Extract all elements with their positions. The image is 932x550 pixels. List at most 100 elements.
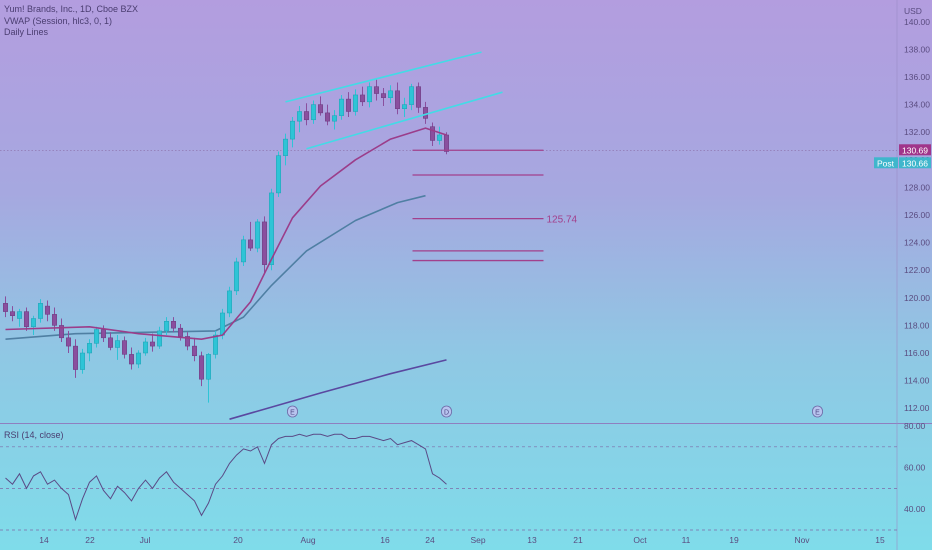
candle-body <box>220 312 225 336</box>
candle-body <box>45 305 50 315</box>
candle-body <box>129 354 134 365</box>
x-tick-label: Jul <box>140 535 151 545</box>
candle-body <box>164 321 169 332</box>
candle-body <box>325 112 330 122</box>
candle-body <box>332 115 337 122</box>
x-tick-label: 13 <box>527 535 537 545</box>
chart-legend: Yum! Brands, Inc., 1D, Cboe BZX VWAP (Se… <box>4 4 138 39</box>
y-tick-label: 122.00 <box>904 265 930 275</box>
y-tick-label: 116.00 <box>904 348 930 358</box>
candle-body <box>157 330 162 347</box>
candle-body <box>353 94 358 112</box>
rsi-tick-label: 80.00 <box>904 421 926 431</box>
post-price-label: 130.66 <box>902 158 928 168</box>
y-tick-label: 112.00 <box>904 403 930 413</box>
y-tick-label: 120.00 <box>904 293 930 303</box>
legend-symbol: Yum! Brands, Inc., 1D, Cboe BZX <box>4 4 139 14</box>
y-tick-label: 138.00 <box>904 44 930 54</box>
y-tick-label: 114.00 <box>904 376 930 386</box>
last-price-tag <box>899 144 931 156</box>
ma-long-line <box>229 359 447 420</box>
candle-body <box>87 343 92 354</box>
candle-body <box>283 138 288 156</box>
x-tick-label: 24 <box>425 535 435 545</box>
level-label: 125.74 <box>547 215 578 226</box>
candle-body <box>367 86 372 103</box>
candle-body <box>255 221 260 249</box>
candle-body <box>80 352 85 370</box>
post-label: Post <box>877 158 895 168</box>
x-tick-label: 19 <box>729 535 739 545</box>
candle-body <box>136 352 141 365</box>
legend-vwap: VWAP (Session, hlc3, 0, 1) <box>4 15 113 26</box>
candle-body <box>290 120 295 140</box>
x-tick-label: Aug <box>300 535 315 545</box>
x-tick-label: 11 <box>682 535 691 545</box>
candle-body <box>423 107 428 119</box>
channel-line <box>285 51 482 103</box>
x-tick-label: Oct <box>633 535 647 545</box>
candle-body <box>374 86 379 94</box>
candle-body <box>241 239 246 263</box>
candle-body <box>178 327 183 337</box>
candle-body <box>339 98 344 116</box>
ma-fast-line <box>5 127 447 341</box>
y-tick-label: 140.00 <box>904 17 930 27</box>
candle-body <box>38 303 43 319</box>
ma-slow-line <box>5 194 426 340</box>
candle-body <box>101 329 106 339</box>
candle-body <box>444 134 449 152</box>
y-tick-label: 136.00 <box>904 72 930 82</box>
candle-body <box>381 93 386 98</box>
candle-body <box>430 126 435 141</box>
y-tick-label: 118.00 <box>904 320 930 330</box>
rsi-tick-label: 60.00 <box>904 463 926 473</box>
candle-body <box>66 337 71 347</box>
candle-body <box>416 86 421 108</box>
y-tick-label: 126.00 <box>904 210 930 220</box>
x-tick-label: 16 <box>380 535 390 545</box>
candle-body <box>402 104 407 109</box>
candle-body <box>59 325 64 339</box>
post-tag <box>874 157 898 169</box>
event-marker <box>287 405 298 418</box>
candle-body <box>248 239 253 249</box>
event-label: D <box>444 410 449 417</box>
x-tick-label: 15 <box>875 535 885 545</box>
channel-line <box>306 91 503 150</box>
candle-body <box>143 341 148 354</box>
candle-body <box>192 345 197 357</box>
candle-body <box>24 311 29 328</box>
candle-body <box>122 340 127 355</box>
candle-body <box>395 90 400 109</box>
event-label: E <box>815 410 820 417</box>
event-marker <box>812 405 823 418</box>
y-tick-label: 132.00 <box>904 127 930 137</box>
candle-body <box>346 98 351 112</box>
candle-body <box>108 337 113 348</box>
event-marker <box>441 405 452 418</box>
candle-body <box>318 104 323 114</box>
candle-body <box>227 290 232 314</box>
candle-body <box>297 111 302 122</box>
candle-body <box>185 336 190 347</box>
candle-body <box>199 355 204 380</box>
rsi-tick-label: 40.00 <box>904 504 926 514</box>
y-tick-label: 124.00 <box>904 238 930 248</box>
candle-body <box>409 86 414 105</box>
rsi-legend: RSI (14, close) <box>4 430 64 440</box>
currency-label: USD <box>904 6 922 16</box>
candle-body <box>150 341 155 347</box>
x-tick-label: 20 <box>233 535 243 545</box>
candle-body <box>206 354 211 380</box>
candle-body <box>304 111 309 121</box>
candle-body <box>73 345 78 370</box>
candle-body <box>31 318 36 328</box>
event-label: E <box>290 410 295 417</box>
x-tick-label: 14 <box>39 535 49 545</box>
candle-body <box>360 94 365 103</box>
x-tick-label: Sep <box>470 535 485 545</box>
candle-body <box>52 314 57 326</box>
candle-body <box>388 90 393 98</box>
